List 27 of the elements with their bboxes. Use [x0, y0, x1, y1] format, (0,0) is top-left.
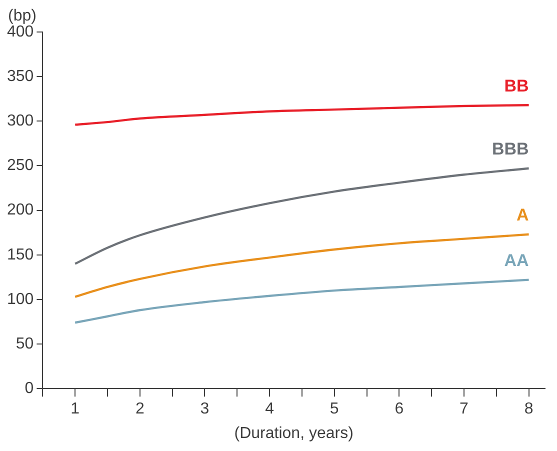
- x-axis-title: (Duration, years): [234, 424, 354, 442]
- series-label: AA: [504, 251, 529, 270]
- x-tick-label: 8: [524, 400, 534, 418]
- x-tick-label: 7: [460, 400, 469, 418]
- line-series: [74, 278, 530, 324]
- x-tick-label: 5: [330, 400, 339, 418]
- y-axis-title: (bp): [8, 7, 36, 24]
- y-tick-label: 0: [24, 380, 34, 398]
- series-label: BBB: [492, 140, 529, 159]
- line-series: [74, 167, 530, 265]
- x-tick-label: 2: [135, 400, 144, 418]
- y-tick-label: 400: [6, 23, 34, 40]
- y-tick-label: 350: [6, 68, 34, 85]
- series-label: BB: [504, 76, 529, 96]
- y-tick-label: 150: [6, 246, 34, 264]
- line-series: [74, 233, 530, 298]
- y-tick-label: 200: [6, 202, 34, 219]
- y-tick-label: 50: [16, 335, 34, 352]
- x-tick-label: 6: [394, 400, 404, 418]
- x-tick-label: 3: [200, 400, 210, 418]
- y-tick-label: 250: [6, 157, 34, 174]
- x-tick-label: 4: [265, 400, 274, 418]
- y-tick-label: 100: [6, 290, 34, 308]
- x-tick-label: 1: [70, 400, 80, 418]
- series-label: A: [516, 206, 529, 225]
- line-series: [74, 104, 530, 126]
- y-tick-label: 300: [6, 112, 34, 130]
